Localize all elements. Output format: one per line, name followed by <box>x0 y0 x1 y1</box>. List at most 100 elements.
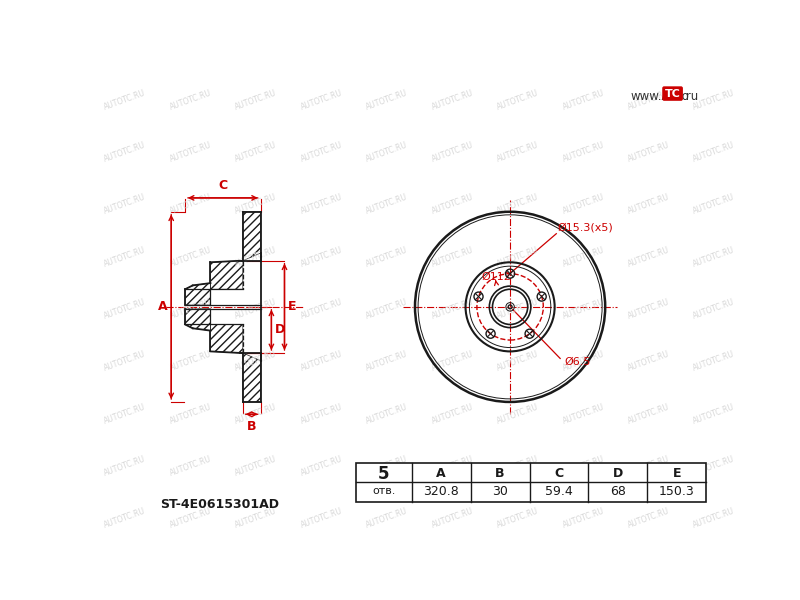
Text: AUTOTC.RU: AUTOTC.RU <box>430 193 474 216</box>
Text: AUTOTC.RU: AUTOTC.RU <box>692 455 736 478</box>
Text: AUTOTC.RU: AUTOTC.RU <box>692 350 736 373</box>
Text: 5: 5 <box>378 464 390 482</box>
Text: AUTOTC.RU: AUTOTC.RU <box>561 350 606 373</box>
Text: AUTOTC.RU: AUTOTC.RU <box>496 193 540 216</box>
Text: AUTOTC.RU: AUTOTC.RU <box>103 245 147 269</box>
Text: AUTOTC.RU: AUTOTC.RU <box>561 455 606 478</box>
Text: D: D <box>613 467 623 480</box>
Text: AUTOTC.RU: AUTOTC.RU <box>626 140 671 164</box>
Text: AUTOTC.RU: AUTOTC.RU <box>365 455 409 478</box>
Text: AUTOTC.RU: AUTOTC.RU <box>626 245 671 269</box>
Text: AUTOTC.RU: AUTOTC.RU <box>365 245 409 269</box>
Text: AUTOTC.RU: AUTOTC.RU <box>496 245 540 269</box>
Text: Ø15.3(x5): Ø15.3(x5) <box>558 223 614 233</box>
Text: AUTOTC.RU: AUTOTC.RU <box>168 140 213 164</box>
Text: AUTOTC.RU: AUTOTC.RU <box>496 350 540 373</box>
Text: AUTOTC.RU: AUTOTC.RU <box>103 402 147 425</box>
Text: D: D <box>274 323 285 337</box>
Text: AUTOTC.RU: AUTOTC.RU <box>692 88 736 112</box>
Text: AUTOTC.RU: AUTOTC.RU <box>168 402 213 425</box>
Text: AUTOTC.RU: AUTOTC.RU <box>299 88 344 112</box>
Text: AUTOTC.RU: AUTOTC.RU <box>626 298 671 321</box>
Text: AUTOTC.RU: AUTOTC.RU <box>626 88 671 112</box>
Text: AUTOTC.RU: AUTOTC.RU <box>430 507 474 530</box>
Text: AUTOTC.RU: AUTOTC.RU <box>561 402 606 425</box>
Text: AUTOTC.RU: AUTOTC.RU <box>496 88 540 112</box>
FancyBboxPatch shape <box>663 87 682 100</box>
Text: AUTOTC.RU: AUTOTC.RU <box>430 298 474 321</box>
Text: AUTOTC.RU: AUTOTC.RU <box>626 350 671 373</box>
Text: AUTOTC.RU: AUTOTC.RU <box>365 298 409 321</box>
Text: AUTOTC.RU: AUTOTC.RU <box>430 140 474 164</box>
Text: AUTOTC.RU: AUTOTC.RU <box>103 298 147 321</box>
Bar <box>356 463 706 502</box>
Text: AUTOTC.RU: AUTOTC.RU <box>103 507 147 530</box>
Text: AUTOTC.RU: AUTOTC.RU <box>103 88 147 112</box>
Text: AUTOTC.RU: AUTOTC.RU <box>692 507 736 530</box>
Text: AUTOTC.RU: AUTOTC.RU <box>103 350 147 373</box>
Text: AUTOTC.RU: AUTOTC.RU <box>299 298 344 321</box>
Text: AUTOTC.RU: AUTOTC.RU <box>234 140 278 164</box>
Text: AUTOTC.RU: AUTOTC.RU <box>103 193 147 216</box>
Text: AUTOTC.RU: AUTOTC.RU <box>365 140 409 164</box>
Text: 30: 30 <box>492 485 508 498</box>
Text: AUTOTC.RU: AUTOTC.RU <box>299 193 344 216</box>
Text: C: C <box>554 467 563 480</box>
Text: AUTOTC.RU: AUTOTC.RU <box>365 193 409 216</box>
Text: AUTOTC.RU: AUTOTC.RU <box>365 88 409 112</box>
Text: ST-4E0615301AD: ST-4E0615301AD <box>160 498 279 511</box>
Text: AUTOTC.RU: AUTOTC.RU <box>168 350 213 373</box>
Text: AUTOTC.RU: AUTOTC.RU <box>692 140 736 164</box>
Text: AUTOTC.RU: AUTOTC.RU <box>692 402 736 425</box>
Text: AUTOTC.RU: AUTOTC.RU <box>365 507 409 530</box>
Text: AUTOTC.RU: AUTOTC.RU <box>234 507 278 530</box>
Text: AUTOTC.RU: AUTOTC.RU <box>168 88 213 112</box>
Text: AUTOTC.RU: AUTOTC.RU <box>103 455 147 478</box>
Text: AUTOTC.RU: AUTOTC.RU <box>496 298 540 321</box>
Text: 59.4: 59.4 <box>545 485 573 498</box>
Text: AUTOTC.RU: AUTOTC.RU <box>626 507 671 530</box>
Text: A: A <box>436 467 446 480</box>
Text: AUTOTC.RU: AUTOTC.RU <box>561 193 606 216</box>
Text: AUTOTC.RU: AUTOTC.RU <box>496 507 540 530</box>
Text: AUTOTC.RU: AUTOTC.RU <box>168 507 213 530</box>
Text: 320.8: 320.8 <box>423 485 459 498</box>
Text: AUTOTC.RU: AUTOTC.RU <box>692 193 736 216</box>
Text: B: B <box>247 419 257 433</box>
Text: AUTOTC.RU: AUTOTC.RU <box>299 507 344 530</box>
Text: .ru: .ru <box>682 90 699 103</box>
Text: AUTOTC.RU: AUTOTC.RU <box>561 140 606 164</box>
Text: AUTOTC.RU: AUTOTC.RU <box>430 350 474 373</box>
Text: AUTOTC.RU: AUTOTC.RU <box>692 298 736 321</box>
Text: B: B <box>495 467 505 480</box>
Text: AUTOTC.RU: AUTOTC.RU <box>234 402 278 425</box>
Text: AUTOTC.RU: AUTOTC.RU <box>299 245 344 269</box>
Text: AUTOTC.RU: AUTOTC.RU <box>561 298 606 321</box>
Text: AUTOTC.RU: AUTOTC.RU <box>234 193 278 216</box>
Text: AUTOTC.RU: AUTOTC.RU <box>430 88 474 112</box>
Text: AUTOTC.RU: AUTOTC.RU <box>496 140 540 164</box>
Text: AUTOTC.RU: AUTOTC.RU <box>168 193 213 216</box>
Text: AUTOTC.RU: AUTOTC.RU <box>168 245 213 269</box>
Text: AUTOTC.RU: AUTOTC.RU <box>430 455 474 478</box>
Text: AUTOTC.RU: AUTOTC.RU <box>561 507 606 530</box>
Text: AUTOTC.RU: AUTOTC.RU <box>496 402 540 425</box>
Text: A: A <box>158 301 167 313</box>
Text: AUTOTC.RU: AUTOTC.RU <box>168 298 213 321</box>
Text: AUTOTC.RU: AUTOTC.RU <box>561 245 606 269</box>
Text: AUTOTC.RU: AUTOTC.RU <box>299 350 344 373</box>
Text: AUTOTC.RU: AUTOTC.RU <box>626 455 671 478</box>
Text: AUTOTC.RU: AUTOTC.RU <box>430 245 474 269</box>
Text: AUTOTC.RU: AUTOTC.RU <box>234 298 278 321</box>
Text: AUTOTC.RU: AUTOTC.RU <box>299 402 344 425</box>
Text: AUTOTC.RU: AUTOTC.RU <box>299 455 344 478</box>
Text: AUTOTC.RU: AUTOTC.RU <box>168 455 213 478</box>
Text: E: E <box>673 467 682 480</box>
Text: C: C <box>218 179 227 193</box>
Text: 68: 68 <box>610 485 626 498</box>
Text: AUTOTC.RU: AUTOTC.RU <box>561 88 606 112</box>
Text: AUTOTC.RU: AUTOTC.RU <box>626 402 671 425</box>
Text: отв.: отв. <box>372 486 395 496</box>
Text: TC: TC <box>665 89 681 98</box>
Text: AUTOTC.RU: AUTOTC.RU <box>626 193 671 216</box>
